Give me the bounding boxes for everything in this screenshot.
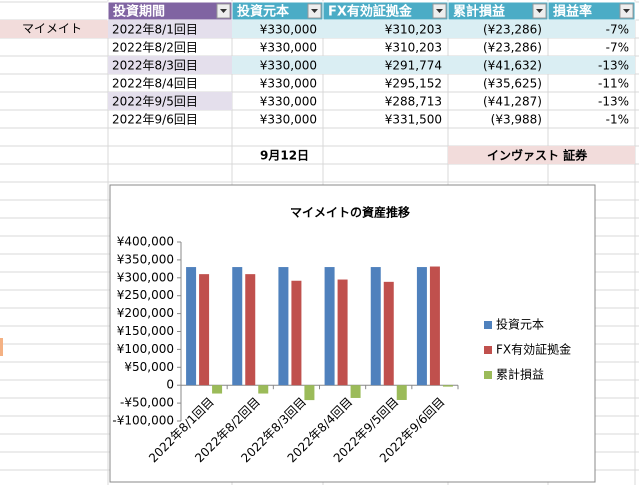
table-cell: (¥35,625) xyxy=(483,77,542,91)
filter-arrow xyxy=(623,9,630,13)
band xyxy=(108,56,232,74)
filter-arrow xyxy=(436,9,443,13)
table-cell: (¥23,286) xyxy=(483,23,542,37)
table-cell: ¥330,000 xyxy=(260,41,317,55)
bar xyxy=(442,385,453,387)
table-cell: 2022年8/4回目 xyxy=(112,77,198,91)
bar xyxy=(370,267,381,386)
table-cell: ¥310,203 xyxy=(385,23,442,37)
table-cell: (¥23,286) xyxy=(483,41,542,55)
table-cell: -13% xyxy=(598,95,629,109)
band xyxy=(108,20,232,38)
y-tick-label: ¥250,000 xyxy=(117,288,174,302)
bar xyxy=(383,281,394,386)
bar xyxy=(245,274,256,386)
y-tick-label: ¥150,000 xyxy=(117,324,174,338)
table-cell: -13% xyxy=(598,59,629,73)
chart-title: マイメイトの資産推移 xyxy=(290,205,410,220)
date-cell: 9月12日 xyxy=(260,149,309,163)
bar xyxy=(199,274,210,386)
table-cell: ¥331,500 xyxy=(385,113,442,127)
table-cell: 2022年8/3回目 xyxy=(112,59,198,73)
y-tick-label: ¥400,000 xyxy=(117,235,174,249)
legend-swatch xyxy=(484,321,492,329)
table-cell: 2022年8/1回目 xyxy=(112,23,198,37)
row-marker xyxy=(0,338,3,356)
table-cell: -11% xyxy=(598,77,629,91)
bar xyxy=(337,279,348,386)
legend-label: FX有効証拠金 xyxy=(496,342,571,357)
table-cell: (¥41,287) xyxy=(483,95,542,109)
table-cell: -7% xyxy=(606,41,629,55)
table-cell: (¥3,988) xyxy=(491,113,542,127)
row-label: マイメイト xyxy=(22,22,82,36)
table-cell: ¥310,203 xyxy=(385,41,442,55)
legend-label: 累計損益 xyxy=(496,367,544,382)
table-cell: ¥330,000 xyxy=(260,77,317,91)
legend-swatch xyxy=(484,346,492,354)
bar xyxy=(350,385,361,398)
table-cell: ¥330,000 xyxy=(260,59,317,73)
table-cell: ¥291,774 xyxy=(385,59,442,73)
table-cell: (¥41,632) xyxy=(483,59,542,73)
bar xyxy=(396,385,407,400)
header-text: 累計損益 xyxy=(453,4,505,20)
table-cell: 2022年8/2回目 xyxy=(112,41,198,55)
filter-arrow xyxy=(536,9,543,13)
y-tick-label: ¥300,000 xyxy=(117,270,174,284)
row-label-bg xyxy=(0,20,108,38)
company-bg xyxy=(448,146,635,164)
header-text: 損益率 xyxy=(553,4,592,20)
band xyxy=(108,92,232,110)
legend-swatch xyxy=(484,371,492,379)
table-cell: -7% xyxy=(606,23,629,37)
y-tick-label: ¥350,000 xyxy=(117,252,174,266)
bar xyxy=(304,385,315,401)
header-text: 投資元本 xyxy=(237,4,289,20)
y-tick-label: 0 xyxy=(166,378,174,392)
bar xyxy=(416,267,427,386)
bar xyxy=(232,267,243,386)
y-tick-label: -¥50,000 xyxy=(120,396,174,410)
table-cell: ¥330,000 xyxy=(260,113,317,127)
y-tick-label: -¥100,000 xyxy=(112,414,174,428)
bar xyxy=(278,267,289,386)
header-text: FX有効証拠金 xyxy=(328,4,413,20)
filter-arrow xyxy=(220,9,227,13)
y-tick-label: ¥200,000 xyxy=(117,306,174,320)
band xyxy=(232,56,635,74)
y-tick-label: ¥50,000 xyxy=(124,360,174,374)
bar xyxy=(291,280,302,386)
bar xyxy=(186,267,197,386)
table-cell: ¥295,152 xyxy=(385,77,442,91)
table-cell: 2022年9/5回目 xyxy=(112,95,198,109)
table-cell: ¥330,000 xyxy=(260,95,317,109)
filter-arrow xyxy=(311,9,318,13)
legend-label: 投資元本 xyxy=(496,317,544,332)
y-tick-label: ¥100,000 xyxy=(117,342,174,356)
company-cell: インヴァスト 証券 xyxy=(487,148,588,163)
band xyxy=(232,20,635,38)
header-text: 投資期間 xyxy=(113,4,165,20)
table-cell: -1% xyxy=(606,113,629,127)
table-cell: ¥330,000 xyxy=(260,23,317,37)
table-cell: 2022年9/6回目 xyxy=(112,113,198,127)
bar xyxy=(324,267,335,386)
bar xyxy=(212,385,223,394)
table-cell: ¥288,713 xyxy=(385,95,442,109)
bar xyxy=(429,266,440,386)
bar xyxy=(258,385,269,394)
